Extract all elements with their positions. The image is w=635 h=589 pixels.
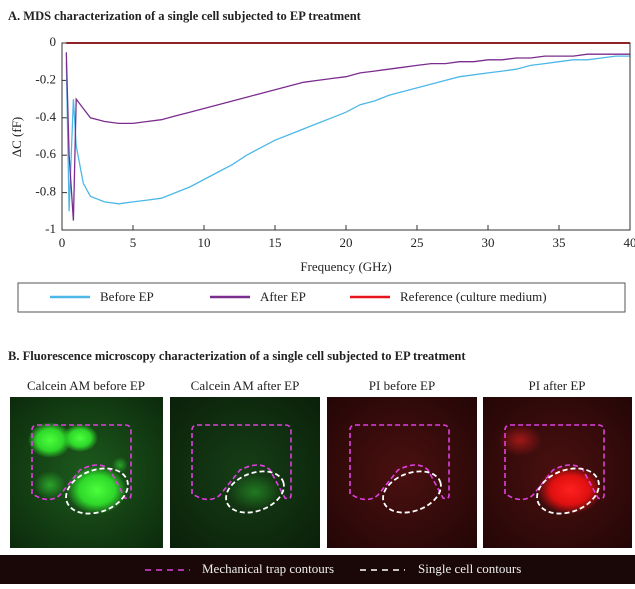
y-tick-label: -0.8 xyxy=(35,184,56,199)
x-axis-label: Frequency (GHz) xyxy=(300,259,391,274)
y-tick-label: -0.6 xyxy=(35,146,56,161)
image-calcein-after xyxy=(170,397,320,548)
image-label: PI before EP xyxy=(369,378,435,393)
x-tick-label: 30 xyxy=(482,235,495,250)
image-panels xyxy=(10,397,632,548)
plot-frame xyxy=(62,43,630,230)
image-pi-after xyxy=(483,397,632,548)
y-tick-label: -0.4 xyxy=(35,109,56,124)
legend-label: Before EP xyxy=(100,289,154,304)
x-tick-label: 40 xyxy=(624,235,635,250)
y-tick-label: -1 xyxy=(45,221,56,236)
image-labels: Calcein AM before EP Calcein AM after EP… xyxy=(27,378,586,393)
x-tick-label: 10 xyxy=(198,235,211,250)
y-tick-label: -0.2 xyxy=(35,71,56,86)
legend-label: After EP xyxy=(260,289,306,304)
x-tick-label: 20 xyxy=(340,235,353,250)
panel-b-title: B. Fluorescence microscopy characterizat… xyxy=(8,349,466,363)
series-line xyxy=(66,56,630,211)
y-tick-label: 0 xyxy=(50,34,57,49)
image-legend: Mechanical trap contours Single cell con… xyxy=(0,555,635,584)
x-tick-label: 35 xyxy=(553,235,566,250)
image-label: Calcein AM after EP xyxy=(191,378,300,393)
image-label: Calcein AM before EP xyxy=(27,378,145,393)
chart-title: A. MDS characterization of a single cell… xyxy=(8,9,362,23)
x-tick-label: 5 xyxy=(130,235,137,250)
image-pi-before xyxy=(327,397,477,548)
image-calcein-before xyxy=(10,397,163,548)
legend-label: Reference (culture medium) xyxy=(400,289,547,304)
x-tick-label: 25 xyxy=(411,235,424,250)
series-line xyxy=(66,52,630,220)
legend-label: Mechanical trap contours xyxy=(202,561,334,576)
image-label: PI after EP xyxy=(528,378,585,393)
y-axis-label: ΔC (fF) xyxy=(9,117,24,158)
legend: Before EP After EP Reference (culture medi… xyxy=(50,289,547,304)
x-tick-label: 15 xyxy=(269,235,282,250)
x-tick-label: 0 xyxy=(59,235,66,250)
legend-label: Single cell contours xyxy=(418,561,521,576)
plot: -1 -0.8 -0.6 -0.4 -0.2 0 0 5 10 15 20 25 30 35 40 xyxy=(35,34,635,250)
